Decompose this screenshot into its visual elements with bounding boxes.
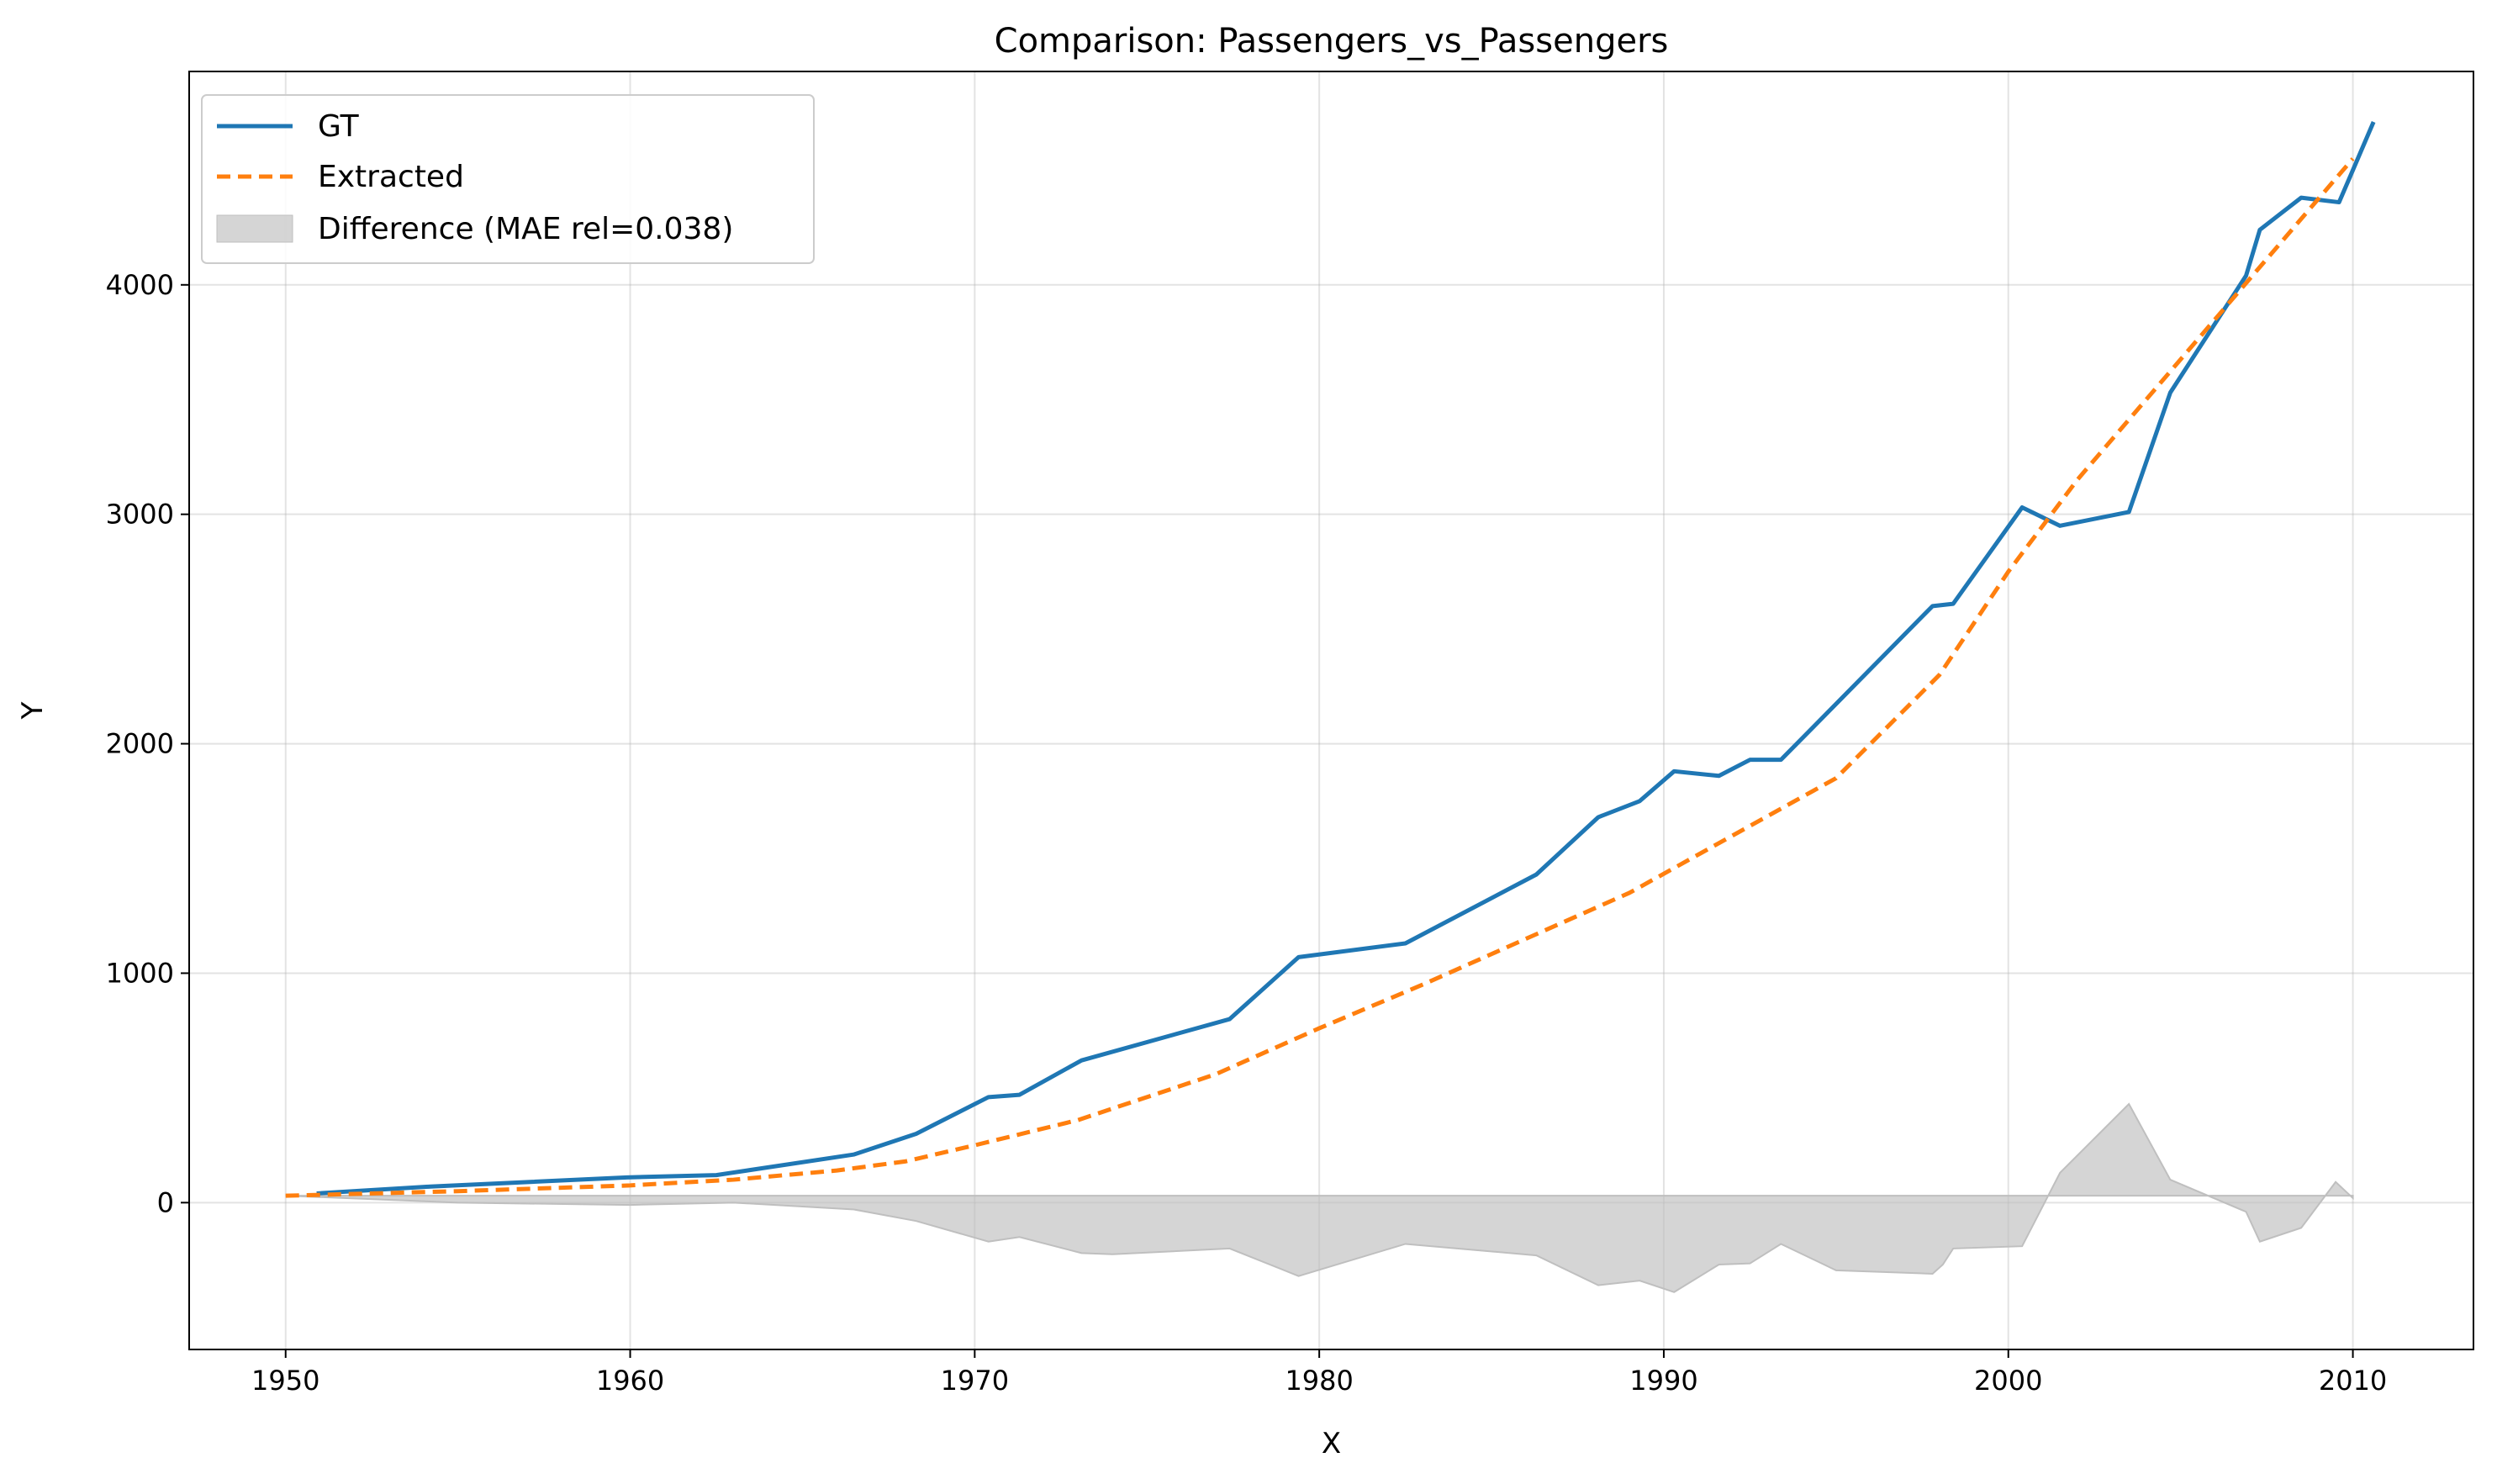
extracted-series-line: [285, 157, 2355, 1198]
legend-label-extracted: Extracted: [318, 160, 464, 194]
plot-frame: [188, 71, 2474, 1350]
legend-label-difference: Difference (MAE rel=0.038): [318, 212, 733, 246]
chart-title: Comparison: Passengers_vs_Passengers: [995, 22, 1669, 61]
legend-label-gt: GT: [318, 109, 360, 144]
x-tick-label-1970: 1970: [941, 1365, 1009, 1397]
x-tick-label-1990: 1990: [1629, 1365, 1697, 1397]
legend: GT Extracted Difference (MAE rel=0.038): [201, 94, 815, 264]
x-tick-label-1980: 1980: [1285, 1365, 1353, 1397]
series-lines-layer: [285, 121, 2376, 1198]
axis-ticks: 1950 1960 1970 1980 1990 2000 2010 0 1000 2000 300…: [106, 269, 2388, 1397]
difference-area: [285, 1102, 2354, 1293]
difference-area-layer: [285, 1102, 2354, 1293]
x-tick-label-1950: 1950: [251, 1365, 319, 1397]
legend-swatch-difference: [216, 214, 293, 243]
y-tick-label-0: 0: [157, 1186, 174, 1218]
y-tick-label-4000: 4000: [106, 269, 174, 301]
y-tick-label-1000: 1000: [106, 957, 174, 989]
x-tick-label-2000: 2000: [1974, 1365, 2042, 1397]
legend-box: [201, 94, 815, 264]
gt-series-line: [316, 121, 2376, 1196]
y-tick-label-3000: 3000: [106, 499, 174, 531]
y-tick-label-2000: 2000: [106, 728, 174, 760]
x-tick-label-2010: 2010: [2319, 1365, 2387, 1397]
x-tick-label-1960: 1960: [596, 1365, 664, 1397]
x-axis-label: X: [1322, 1427, 1341, 1460]
y-axis-label: Y: [16, 701, 50, 720]
